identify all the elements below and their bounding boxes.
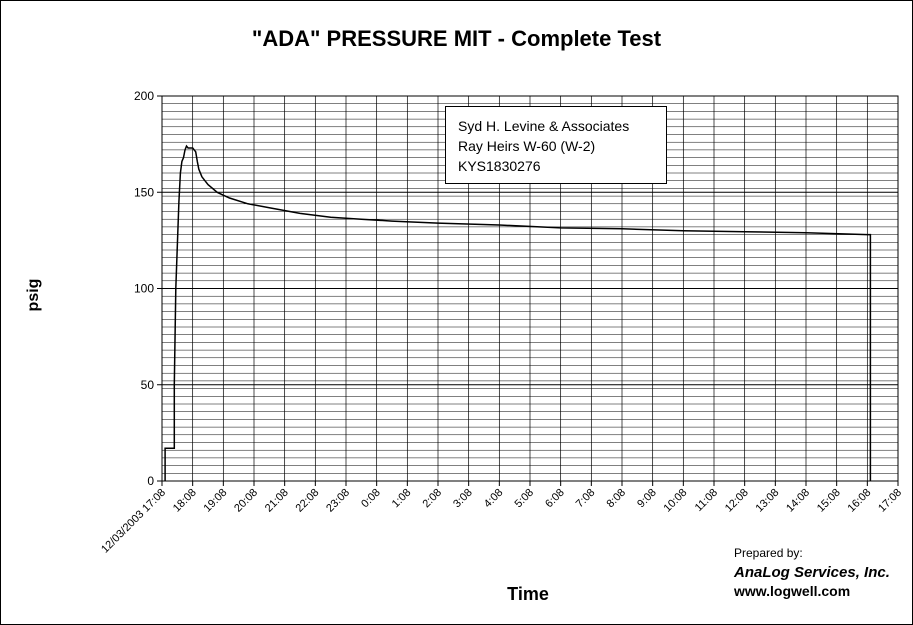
x-ticks: 12/03/2003 17:08 18:08 19:08 20:08 21:08 22:0… (99, 481, 904, 556)
x-tick-label: 4:08 (482, 487, 506, 511)
x-tick-label: 9:08 (635, 487, 659, 511)
annotation-line-2: Ray Heirs W-60 (W-2) (458, 138, 596, 154)
y-ticks: 0 50 100 150 200 (134, 89, 162, 488)
x-tick-label: 12:08 (723, 487, 751, 515)
x-tick-label: 6:08 (543, 487, 567, 511)
y-tick-label: 50 (141, 378, 155, 392)
x-axis-label: Time (507, 584, 549, 604)
x-tick-label: 18:08 (171, 487, 199, 515)
annotation-box: Syd H. Levine & Associates Ray Heirs W-6… (445, 106, 667, 184)
prepared-by-text: Prepared by: (734, 546, 803, 560)
x-tick-label: 2:08 (420, 487, 444, 511)
x-tick-label: 23:08 (324, 487, 352, 515)
x-tick-label: 11:08 (693, 487, 720, 514)
x-tick-label: 5:08 (512, 487, 536, 511)
y-tick-label: 200 (134, 89, 154, 103)
x-tick-label: 12/03/2003 17:08 (99, 487, 168, 556)
x-tick-label: 3:08 (451, 487, 475, 511)
annotation-line-3: KYS1830276 (458, 158, 541, 174)
x-tick-label: 0:08 (359, 487, 383, 511)
annotation-line-1: Syd H. Levine & Associates (458, 118, 630, 134)
y-tick-label: 150 (134, 185, 154, 199)
x-tick-label: 21:08 (263, 487, 291, 515)
y-tick-label: 100 (134, 282, 154, 296)
chart-title: "ADA" PRESSURE MIT - Complete Test (251, 26, 662, 51)
credits: Prepared by: AnaLog Services, Inc. www.l… (734, 546, 890, 599)
x-tick-label: 8:08 (604, 487, 628, 511)
x-tick-label: 15:08 (815, 487, 843, 515)
x-tick-label: 1:08 (390, 487, 414, 511)
x-tick-label: 17:08 (876, 487, 904, 515)
company-website: www.logwell.com (734, 583, 851, 599)
x-tick-label: 10:08 (662, 487, 690, 515)
x-tick-label: 13:08 (754, 487, 782, 515)
x-tick-label: 20:08 (232, 487, 260, 515)
series-line-pressure (164, 144, 872, 481)
x-tick-label: 16:08 (846, 487, 874, 515)
y-tick-label: 0 (147, 474, 154, 488)
company-name: AnaLog Services, Inc. (734, 564, 890, 581)
x-tick-label: 19:08 (202, 487, 230, 515)
x-tick-label: 22:08 (294, 487, 322, 515)
x-tick-label: 14:08 (784, 487, 812, 515)
x-tick-label: 7:08 (574, 487, 598, 511)
